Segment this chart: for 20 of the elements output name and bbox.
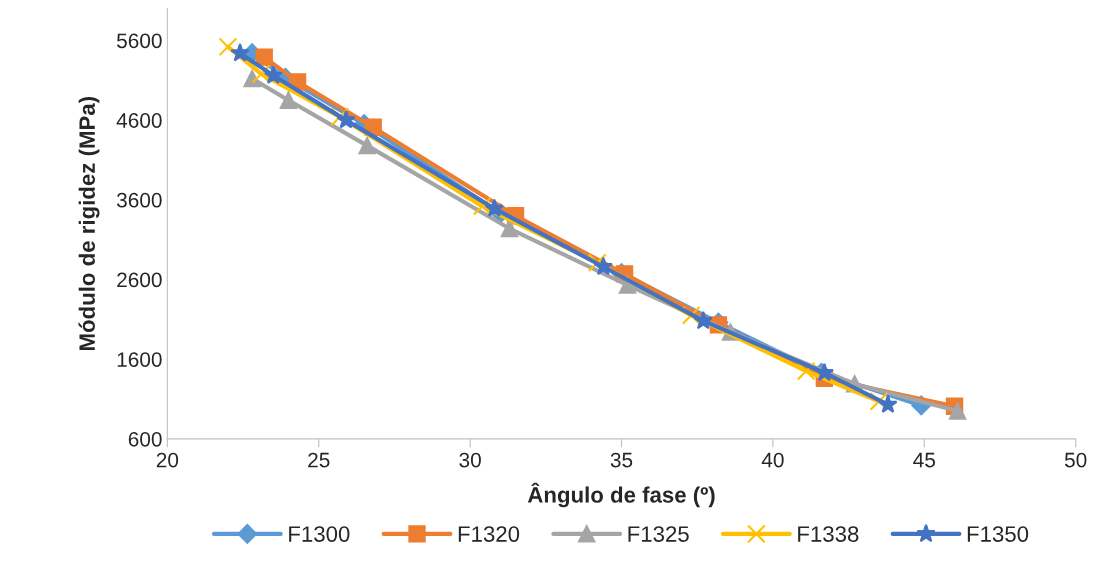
- x-axis-title: Ângulo de fase (º): [527, 482, 715, 508]
- x-tick-label: 40: [761, 452, 784, 468]
- x-tick-label: 30: [459, 452, 481, 468]
- y-tick-label: 5600: [116, 33, 162, 49]
- y-axis-title: Módulo de rigidez (MPa): [78, 97, 100, 350]
- y-tick-label: 2600: [117, 272, 162, 288]
- x-tick-label: 45: [913, 452, 935, 468]
- y-tick-label: 3600: [116, 192, 162, 208]
- y-tick-label: 4600: [116, 113, 162, 128]
- legend-label: F1325: [628, 526, 689, 542]
- x-tick-label: 35: [610, 452, 633, 468]
- legend-label: F1320: [458, 526, 520, 542]
- legend-label: F1350: [967, 526, 1029, 542]
- x-tick-label: 50: [1064, 452, 1087, 468]
- y-tick-label: 1600: [117, 352, 162, 367]
- y-tick-label: 600: [128, 431, 162, 447]
- x-tick-label: 25: [308, 452, 330, 468]
- x-tick-label: 20: [156, 452, 179, 468]
- legend-label: F1338: [798, 526, 859, 542]
- legend-label: F1300: [289, 526, 350, 542]
